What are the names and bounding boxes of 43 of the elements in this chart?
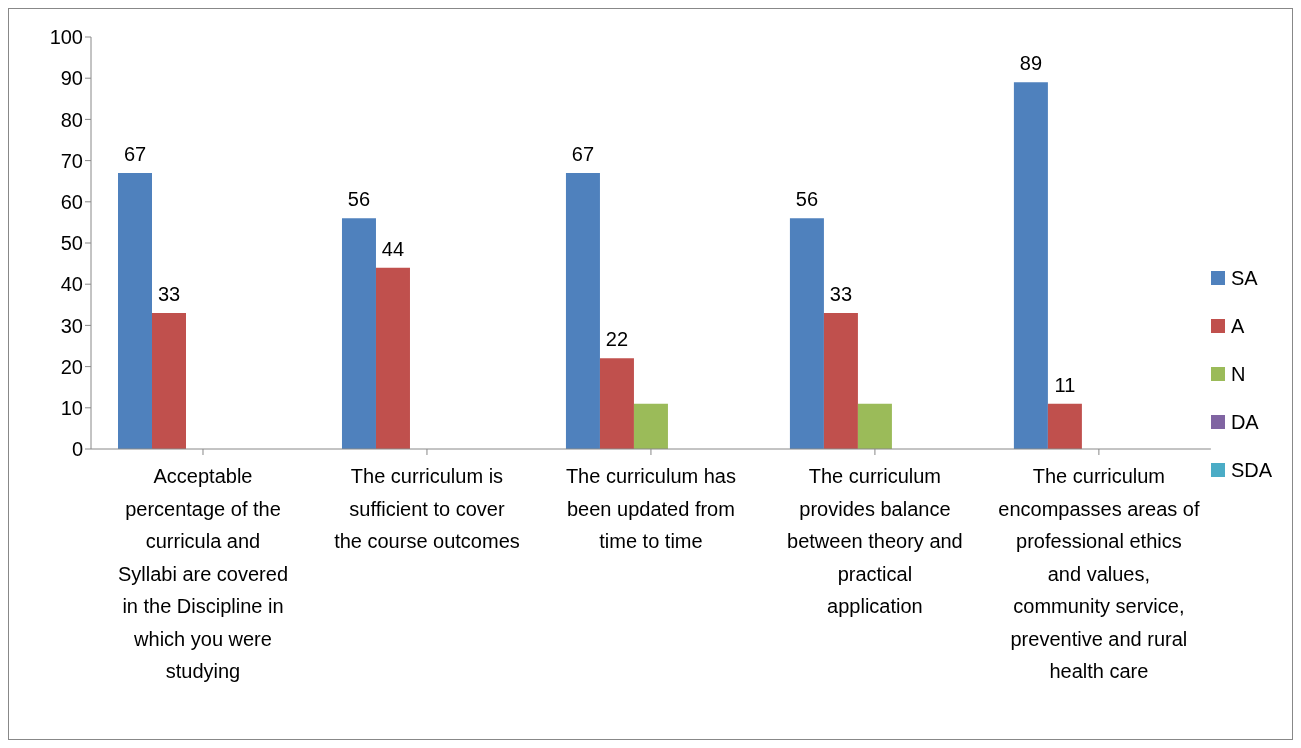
data-label: 89 <box>1019 52 1043 75</box>
legend-label: DA <box>1230 410 1259 434</box>
x-tick-label: The curriculum has been updated from time to time <box>565 465 736 552</box>
bar <box>789 218 824 449</box>
data-label: 67 <box>571 142 595 165</box>
data-label: 33 <box>829 283 853 306</box>
bar <box>633 403 668 449</box>
y-tick-label: 50 <box>60 232 83 255</box>
y-tick-label: 10 <box>60 396 83 419</box>
bar <box>599 358 634 449</box>
legend-label: N <box>1230 362 1246 386</box>
data-label: 22 <box>605 328 629 351</box>
y-tick-label: 0 <box>71 438 83 461</box>
y-tick-label: 40 <box>60 273 83 296</box>
x-tick-label: Acceptable percentage of the curricula and Syllabi are covered in the Discipline in which you were studying <box>117 465 289 682</box>
y-tick-label: 70 <box>60 149 83 172</box>
data-label: 56 <box>347 188 371 211</box>
bar <box>118 172 152 449</box>
legend-label: A <box>1230 314 1245 338</box>
y-tick-label: 60 <box>60 190 83 213</box>
bar <box>823 313 858 449</box>
data-label: 11 <box>1054 373 1076 396</box>
y-tick-label: 30 <box>60 314 83 337</box>
x-tick-label: The curriculum provides balance between theory and practical application <box>787 465 963 617</box>
bar <box>1047 403 1082 449</box>
y-tick-label: 20 <box>60 355 83 378</box>
bar <box>857 403 892 449</box>
bar <box>1013 82 1048 449</box>
bar <box>341 218 376 449</box>
y-tick-label: 80 <box>60 108 83 131</box>
x-tick-label: The curriculum encompasses areas of professional ethics and values, community service, preventive and rural health care <box>998 465 1200 682</box>
legend-label: SA <box>1230 266 1258 290</box>
y-tick-label: 90 <box>60 67 83 90</box>
bar <box>375 267 410 449</box>
x-tick-label: The curriculum is sufficient to cover the course outcomes <box>334 465 520 552</box>
bar <box>565 172 600 449</box>
data-label: 67 <box>123 142 147 165</box>
data-label: 44 <box>381 237 405 260</box>
data-label: 56 <box>795 188 819 211</box>
data-label: 33 <box>157 283 181 306</box>
y-tick-label: 100 <box>49 26 83 49</box>
bar <box>152 313 186 449</box>
legend-label: SDA <box>1230 458 1272 482</box>
